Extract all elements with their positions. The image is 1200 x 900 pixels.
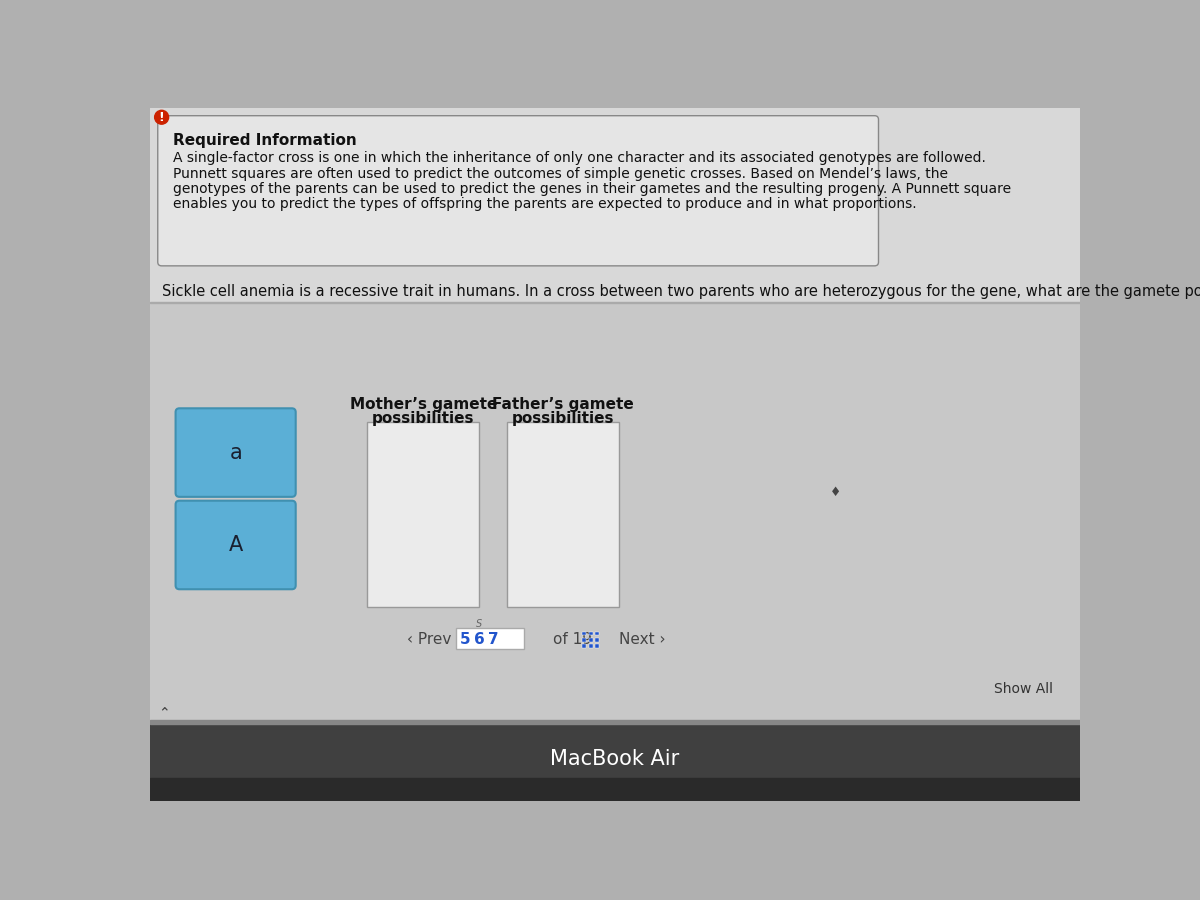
Text: of 19: of 19 xyxy=(553,632,592,647)
Bar xyxy=(595,644,599,648)
Bar xyxy=(150,724,1080,801)
Bar xyxy=(456,628,524,649)
Bar xyxy=(589,632,593,635)
Bar xyxy=(595,638,599,642)
FancyBboxPatch shape xyxy=(175,409,295,497)
FancyBboxPatch shape xyxy=(175,500,295,590)
Text: Father’s gamete: Father’s gamete xyxy=(492,397,634,412)
Bar xyxy=(582,638,587,642)
Text: enables you to predict the types of offspring the parents are expected to produc: enables you to predict the types of offs… xyxy=(173,197,917,211)
Bar xyxy=(150,778,1080,801)
Bar xyxy=(589,644,593,648)
Text: Punnett squares are often used to predict the outcomes of simple genetic crosses: Punnett squares are often used to predic… xyxy=(173,166,948,181)
Text: Next ›: Next › xyxy=(619,632,665,647)
Text: Sickle cell anemia is a recessive trait in humans. In a cross between two parent: Sickle cell anemia is a recessive trait … xyxy=(162,284,1200,299)
Bar xyxy=(150,108,1080,281)
Bar xyxy=(589,638,593,642)
Bar xyxy=(150,302,1080,720)
Text: 6: 6 xyxy=(474,632,485,647)
Text: Required Information: Required Information xyxy=(173,132,358,148)
Text: A single-factor cross is one in which the inheritance of only one character and : A single-factor cross is one in which th… xyxy=(173,151,986,165)
Bar xyxy=(150,720,1080,724)
Text: genotypes of the parents can be used to predict the genes in their gametes and t: genotypes of the parents can be used to … xyxy=(173,182,1012,196)
Bar xyxy=(582,644,587,648)
Text: MacBook Air: MacBook Air xyxy=(551,749,679,769)
Text: Mother’s gamete: Mother’s gamete xyxy=(349,397,497,412)
Text: possibilities: possibilities xyxy=(511,410,614,426)
Text: 5: 5 xyxy=(460,632,470,647)
Text: possibilities: possibilities xyxy=(372,410,474,426)
Circle shape xyxy=(155,111,168,124)
Bar xyxy=(367,422,479,607)
Text: 7: 7 xyxy=(488,632,499,647)
Text: ⌃: ⌃ xyxy=(158,706,169,719)
Text: a: a xyxy=(229,443,242,463)
Text: !: ! xyxy=(158,111,164,123)
Bar xyxy=(582,632,587,635)
Text: S: S xyxy=(476,619,482,629)
Bar xyxy=(506,422,619,607)
FancyBboxPatch shape xyxy=(157,116,878,266)
Text: A: A xyxy=(228,535,242,555)
Text: Show All: Show All xyxy=(994,682,1052,697)
Text: ‹ Prev: ‹ Prev xyxy=(407,632,451,647)
Text: ♦: ♦ xyxy=(830,487,841,500)
Bar xyxy=(595,632,599,635)
Bar xyxy=(150,108,1080,724)
